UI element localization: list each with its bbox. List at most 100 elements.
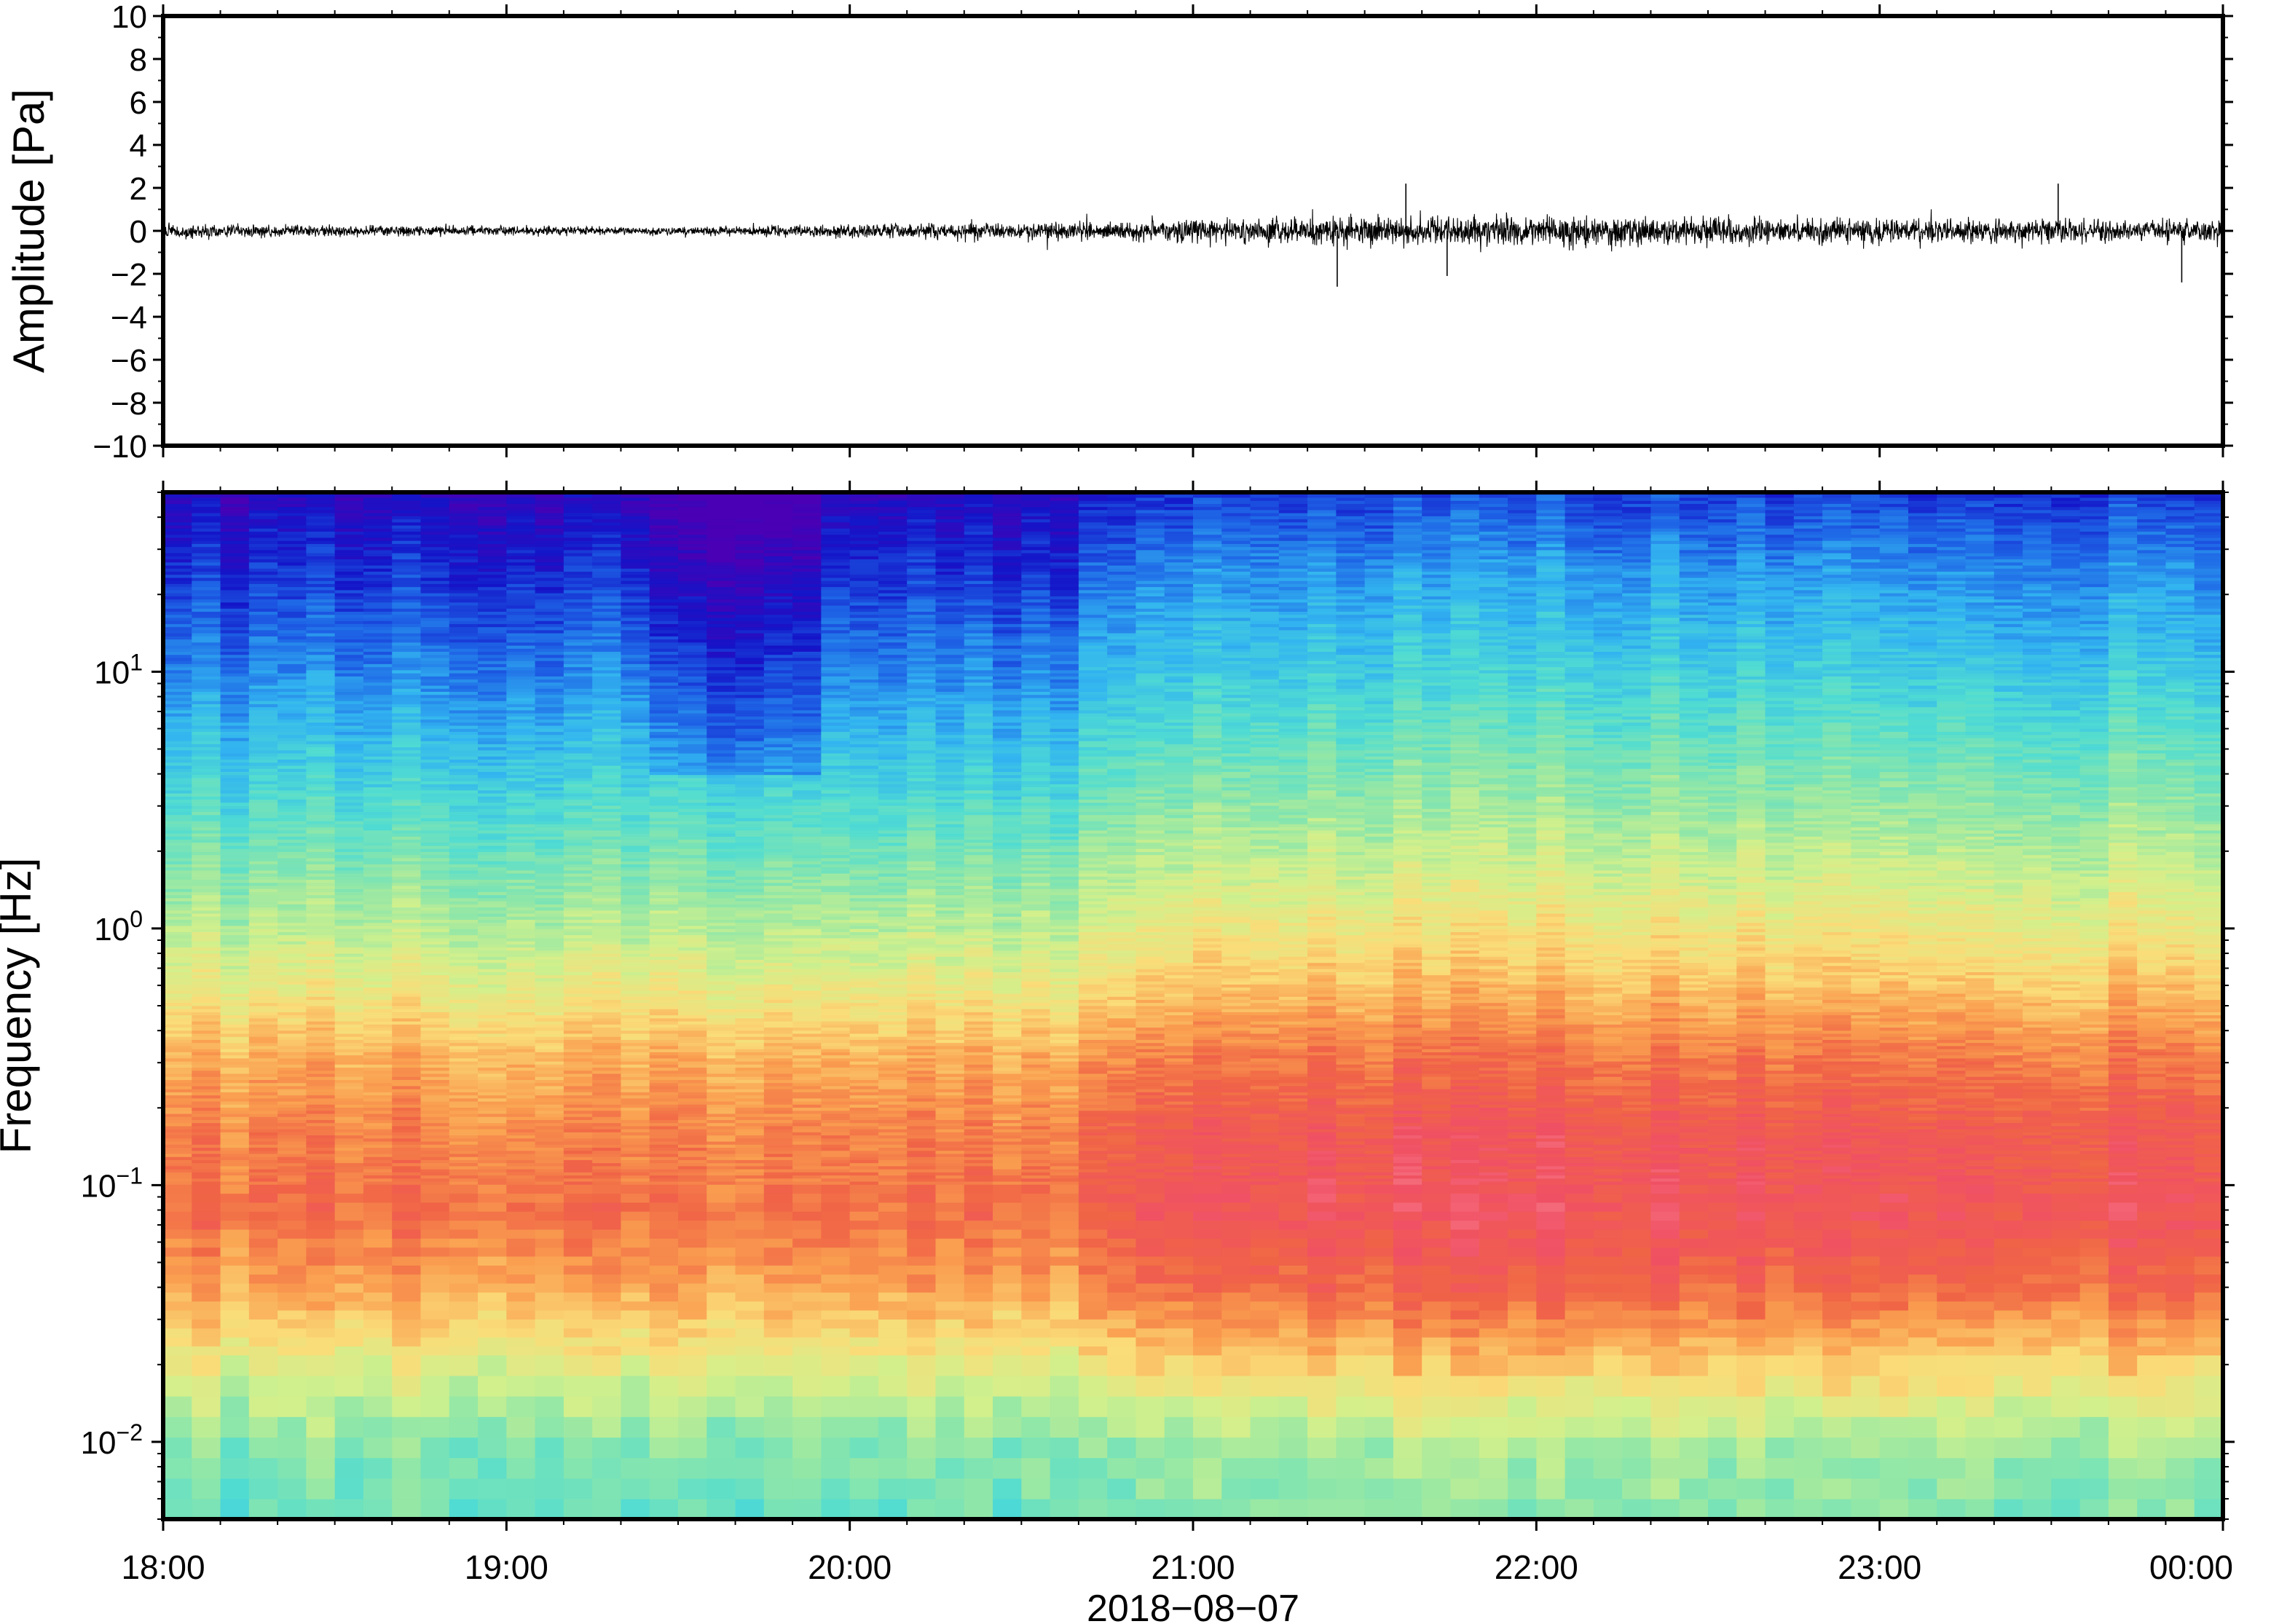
spectrogram-cell: [363, 746, 393, 751]
spectrogram-cell: [192, 799, 221, 803]
spectrogram-cell: [306, 1012, 336, 1016]
spectrogram-cell: [220, 811, 250, 816]
spectrogram-cell: [278, 1180, 307, 1185]
spectrogram-cell: [363, 583, 393, 588]
spectrogram-cell: [392, 1416, 422, 1438]
spectrogram-cell: [163, 1159, 193, 1164]
spectrogram-cell: [278, 549, 307, 553]
spectrogram-cell: [334, 546, 364, 551]
spectrogram-cell: [192, 1057, 221, 1062]
spectrogram-cell: [506, 1498, 536, 1519]
spectrogram-cell: [220, 567, 250, 572]
spectrogram-cell: [163, 1079, 193, 1084]
spectrogram-cell: [248, 1008, 278, 1012]
spectrogram-cell: [220, 734, 250, 738]
spectrogram-cell: [163, 962, 193, 966]
spectrogram-cell: [192, 771, 221, 776]
spectrogram-cell: [707, 1193, 736, 1203]
spectrogram-cell: [220, 907, 250, 911]
spectrogram-cell: [220, 1168, 250, 1172]
spectrogram-cell: [248, 1073, 278, 1077]
spectrogram-cell: [363, 543, 393, 548]
spectrogram-cell: [334, 1014, 364, 1019]
spectrogram-cell: [334, 1027, 364, 1031]
spectrogram-cell: [278, 854, 307, 859]
spectrogram-cell: [248, 1119, 278, 1124]
spectrogram-cell: [163, 950, 193, 954]
spectrogram-cell: [163, 642, 193, 646]
spectrogram-cell: [306, 552, 336, 556]
spectrogram-cell: [334, 824, 364, 828]
spectrogram-cell: [248, 719, 278, 723]
spectrogram-cell: [163, 669, 193, 674]
spectrogram-cell: [363, 1122, 393, 1127]
spectrogram-cell: [334, 768, 364, 772]
spectrogram-cell: [392, 879, 422, 883]
spectrogram-cell: [334, 879, 364, 883]
spectrogram-cell: [278, 540, 307, 544]
spectrogram-cell: [535, 1193, 564, 1203]
spectrogram-cell: [220, 1319, 250, 1329]
spectrogram-cell: [363, 1020, 393, 1025]
spectrogram-cell: [535, 1301, 564, 1311]
spectrogram-cell: [420, 1202, 450, 1212]
spectrogram-cell: [248, 1375, 278, 1397]
spectrogram-cell: [248, 1104, 278, 1108]
spectrogram-cell: [306, 1498, 336, 1519]
spectrogram-cell: [220, 694, 250, 698]
spectrogram-cell: [163, 1052, 193, 1056]
spectrogram-cell: [363, 910, 393, 914]
spectrogram-cell: [192, 1024, 221, 1028]
spectrogram-cell: [363, 900, 393, 904]
spectrogram-cell: [248, 894, 278, 899]
spectrogram-cell: [192, 1229, 221, 1239]
spectrogram-cell: [306, 1092, 336, 1096]
spectrogram-cell: [592, 1328, 622, 1338]
spectrogram-cell: [478, 1498, 508, 1519]
spectrogram-cell: [163, 965, 193, 969]
spectrogram-cell: [278, 787, 307, 791]
spectrogram-cell: [334, 1036, 364, 1040]
spectrogram-cell: [363, 925, 393, 929]
spectrogram-cell: [306, 654, 336, 658]
spectrogram-cell: [220, 1027, 250, 1031]
spectrogram-cell: [220, 543, 250, 548]
spectrogram-cell: [192, 728, 221, 732]
spectrogram-cell: [192, 1113, 221, 1117]
spectrogram-cell: [678, 1282, 708, 1293]
spectrogram-cell: [363, 1014, 393, 1019]
spectrogram-cell: [334, 1100, 364, 1105]
spectrogram-cell: [248, 1319, 278, 1329]
spectrogram-cell: [506, 1375, 536, 1397]
spectrogram-cell: [449, 1301, 479, 1311]
spectrogram-cell: [334, 1048, 364, 1052]
spectrogram-cell: [278, 860, 307, 864]
spectrogram-cell: [306, 1052, 336, 1056]
spectrogram-cell: [306, 891, 336, 896]
spectrogram-cell: [220, 977, 250, 982]
spectrogram-cell: [334, 672, 364, 677]
spectrogram-cell: [163, 524, 193, 529]
spectrogram-cell: [278, 556, 307, 560]
spectrogram-cell: [363, 799, 393, 803]
spectrogram-cell: [192, 1478, 221, 1499]
spectrogram-cell: [306, 879, 336, 883]
spectrogram-cell: [392, 1097, 422, 1102]
spectrogram-cell: [248, 944, 278, 948]
spectrogram-cell: [535, 1457, 564, 1479]
spectrogram-cell: [220, 1092, 250, 1096]
spectrogram-cell: [306, 928, 336, 932]
spectrogram-cell: [248, 885, 278, 889]
spectrogram-cell: [306, 1437, 336, 1459]
spectrogram-cell: [220, 894, 250, 899]
spectrogram-cell: [278, 749, 307, 754]
spectrogram-cell: [192, 663, 221, 668]
spectrogram-cell: [192, 897, 221, 902]
spectrogram-cell: [306, 1116, 336, 1120]
spectrogram-cell: [220, 1375, 250, 1397]
spectrogram-cell: [278, 574, 307, 578]
spectrogram-cell: [363, 1045, 393, 1049]
spectrogram-cell: [163, 811, 193, 816]
spectrogram-cell: [478, 1282, 508, 1293]
spectrogram-cell: [248, 950, 278, 954]
